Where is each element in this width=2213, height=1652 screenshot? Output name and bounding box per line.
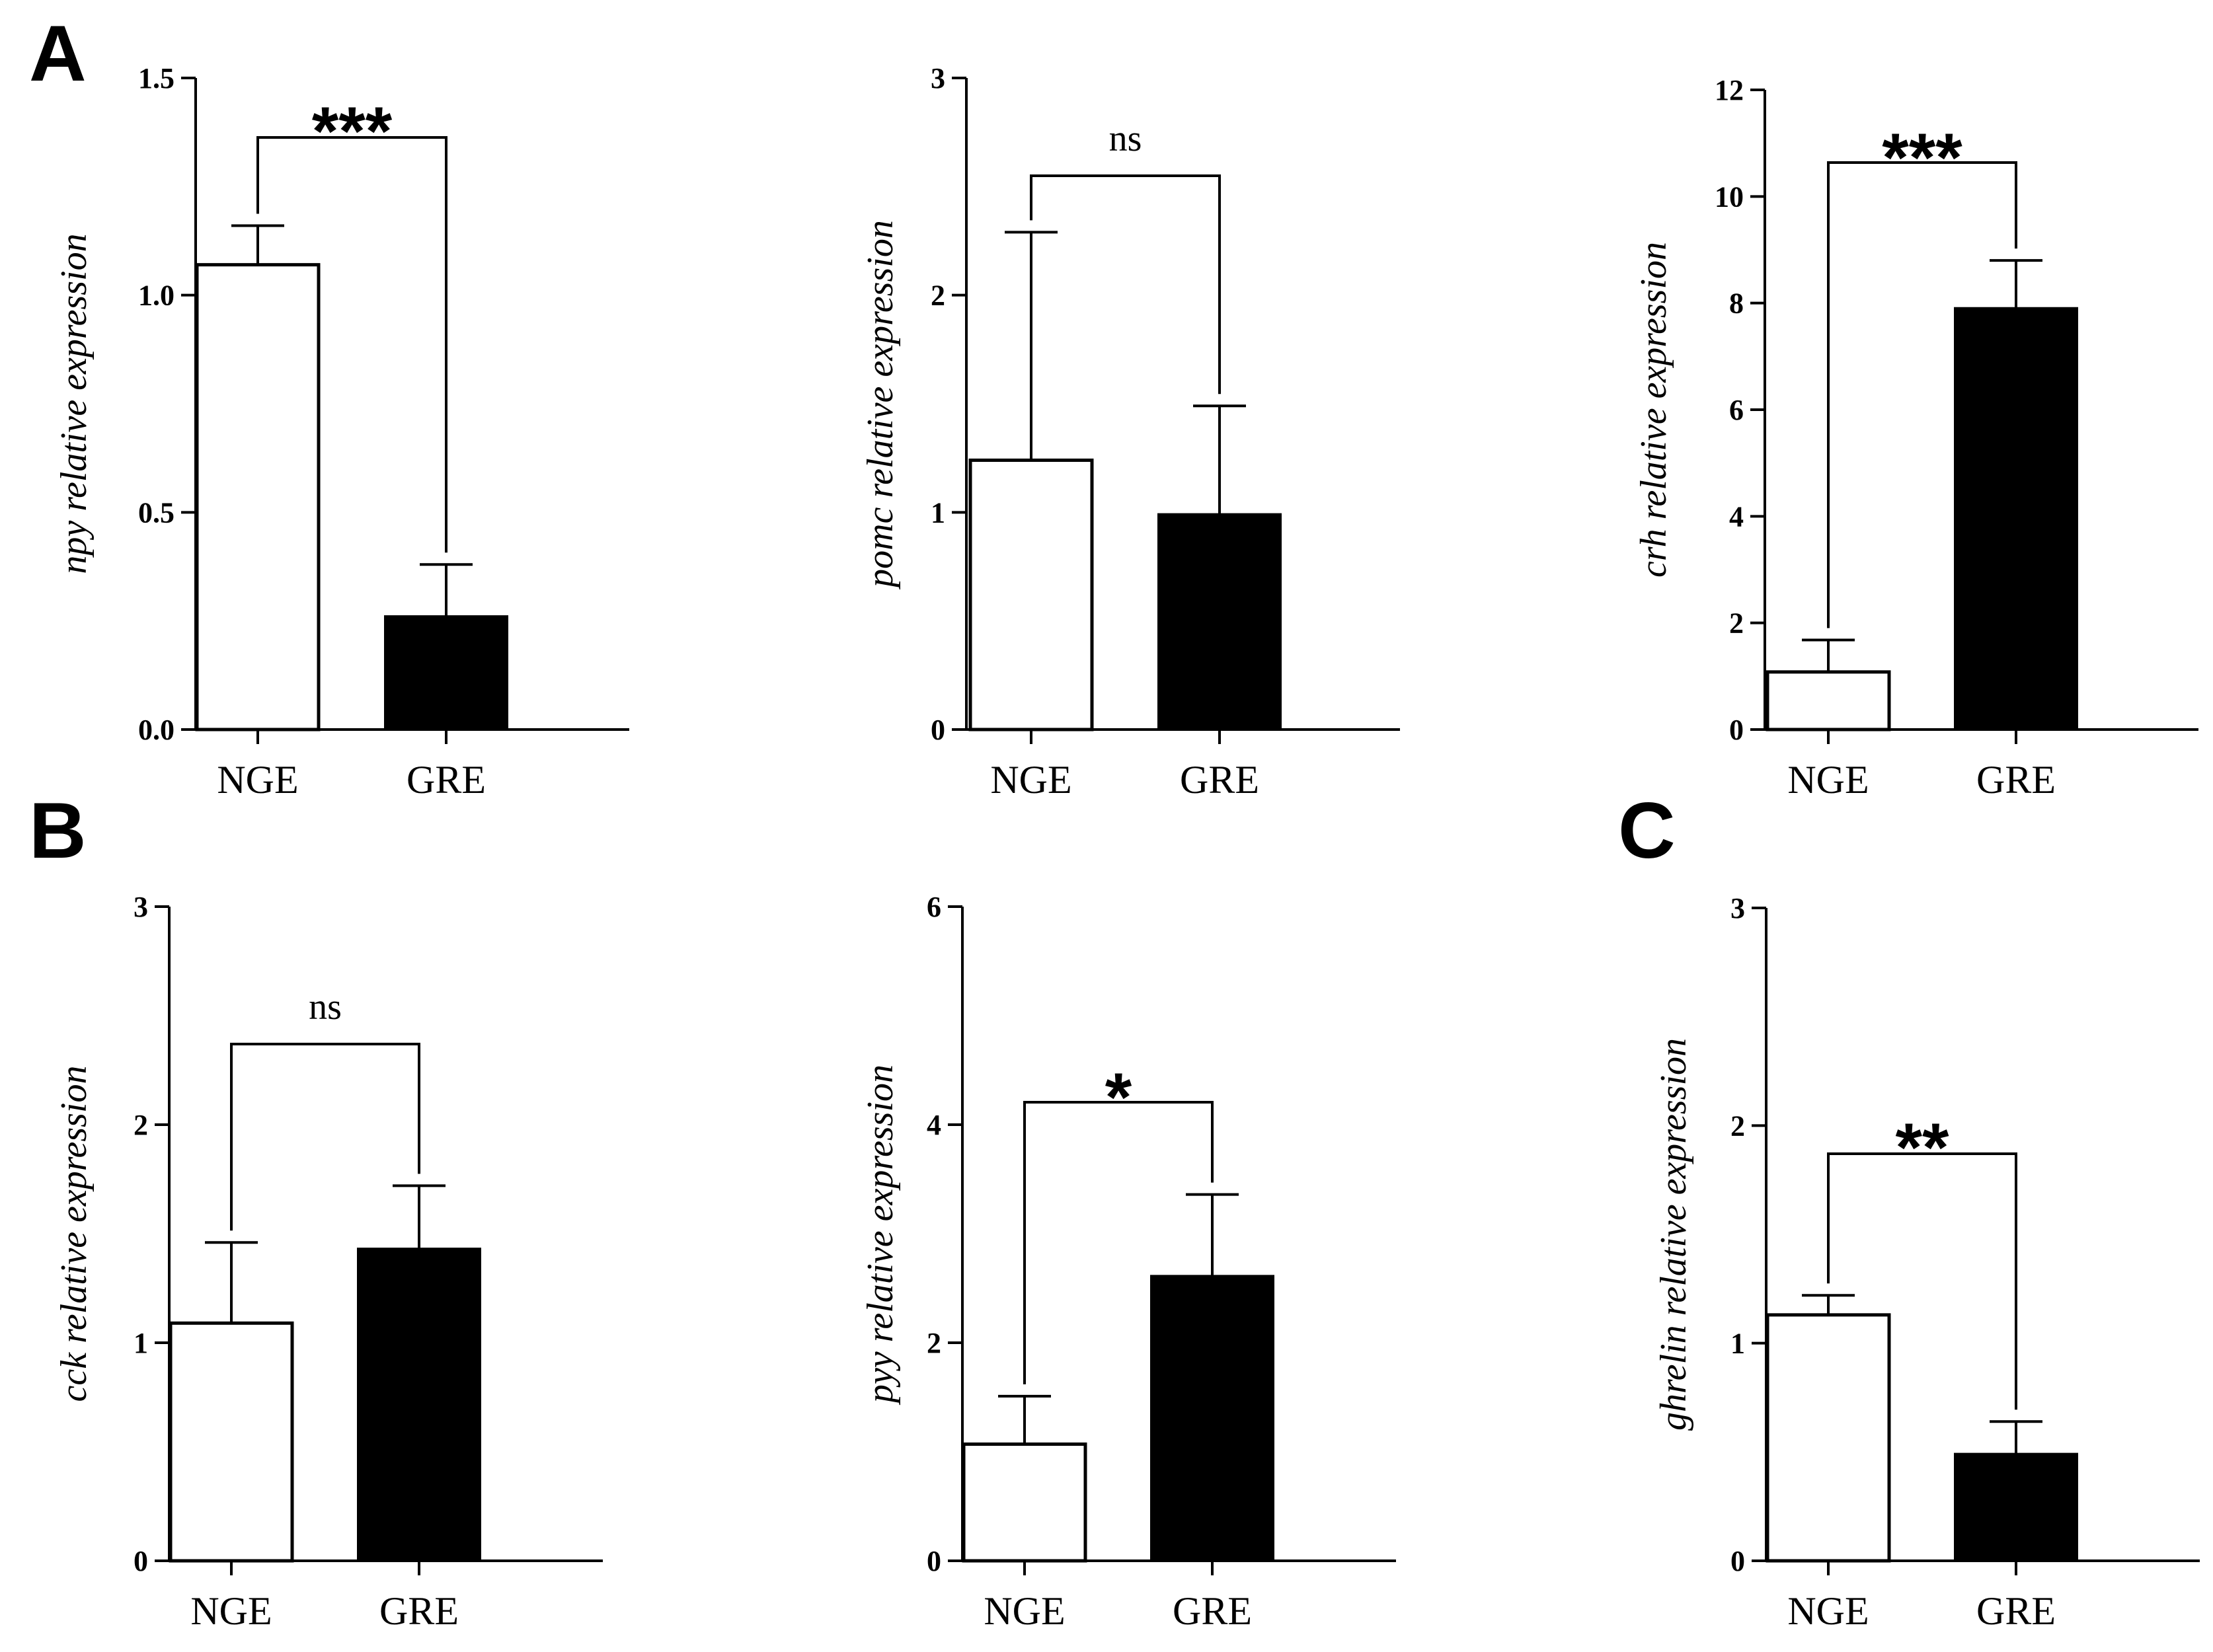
y-axis-title: ghrelin relative expression <box>1653 1038 1694 1431</box>
bar-gre <box>1954 1452 2078 1563</box>
significance-bracket <box>1030 174 1221 394</box>
significance-bracket <box>230 1043 420 1231</box>
y-tick-label: 0 <box>1729 714 1744 746</box>
y-tick-label: 1.5 <box>138 62 175 94</box>
category-label-gre: GRE <box>1976 758 2056 802</box>
y-tick-label: 2 <box>931 280 945 312</box>
y-tick-label: 10 <box>1715 180 1744 213</box>
panel-label-a: A <box>29 9 87 98</box>
y-tick-label: 2 <box>1730 1109 1745 1142</box>
y-axis-title: crh relative expression <box>1633 242 1674 578</box>
significance-label: ns <box>309 987 342 1028</box>
significance-label: *** <box>1882 120 1962 196</box>
bar-gre <box>357 1248 481 1562</box>
y-tick-label: 0 <box>1730 1545 1745 1577</box>
y-tick-label: 4 <box>927 1109 941 1141</box>
y-tick-label: 1 <box>1730 1328 1745 1360</box>
y-tick-label: 1 <box>134 1327 148 1359</box>
significance-label: *** <box>312 93 393 170</box>
y-tick-label: 2 <box>927 1327 941 1359</box>
y-tick-label: 2 <box>134 1109 148 1141</box>
category-label-nge: NGE <box>190 1589 272 1633</box>
y-tick-label: 4 <box>1729 500 1744 533</box>
y-axis-title: npy relative expression <box>54 233 95 574</box>
significance-label: * <box>1105 1059 1132 1136</box>
panel-label-c: C <box>1618 786 1676 875</box>
y-tick-label: 3 <box>931 62 945 94</box>
y-tick-label: 0 <box>931 714 945 746</box>
y-tick-label: 3 <box>134 891 148 923</box>
category-label-nge: NGE <box>984 1589 1065 1633</box>
bar-gre <box>1150 1275 1274 1562</box>
bar-nge <box>1766 1313 1891 1563</box>
category-label-nge: NGE <box>990 758 1071 802</box>
bar-nge <box>169 1321 294 1563</box>
significance-bracket <box>256 136 447 553</box>
y-tick-label: 8 <box>1729 287 1744 320</box>
y-tick-label: 0.5 <box>138 496 175 529</box>
bar-gre <box>384 615 508 731</box>
y-tick-label: 1 <box>931 496 945 529</box>
category-label-gre: GRE <box>379 1589 459 1633</box>
significance-label: ns <box>1109 118 1142 159</box>
chart-cck: 0 1 2 3 cck relative expression NGE GRE ns <box>54 891 603 1633</box>
y-axis-title: pyy relative expression <box>860 1065 901 1406</box>
chart-pyy: 0 2 4 6 pyy relative expression NGE GRE * <box>860 891 1396 1633</box>
y-tick-label: 2 <box>1729 607 1744 640</box>
y-tick-label: 12 <box>1715 74 1744 106</box>
bar-nge <box>962 1442 1087 1563</box>
y-tick-label: 6 <box>927 891 941 923</box>
chart-pomc: 0 1 2 3 pomc relative expression NGE GRE ns <box>860 62 1400 802</box>
significance-label: ** <box>1896 1109 1949 1186</box>
category-label-nge: NGE <box>1787 758 1869 802</box>
bar-gre <box>1157 513 1282 731</box>
y-tick-label: 0 <box>927 1545 941 1577</box>
significance-bracket <box>1827 161 2017 628</box>
bar-gre <box>1954 307 2078 731</box>
y-tick-label: 1.0 <box>138 280 175 312</box>
category-label-gre: GRE <box>407 758 486 802</box>
category-label-gre: GRE <box>1180 758 1259 802</box>
category-label-gre: GRE <box>1173 1589 1252 1633</box>
y-tick-label: 0 <box>134 1545 148 1577</box>
chart-npy: 0.0 0.5 1.0 1.5 npy relative expression NGE GR… <box>54 62 629 802</box>
chart-ghrelin: 0 1 2 3 ghrelin relative expression NGE GRE ** <box>1653 892 2200 1633</box>
category-label-nge: NGE <box>217 758 298 802</box>
significance-bracket <box>1023 1101 1214 1384</box>
y-tick-label: 3 <box>1730 892 1745 924</box>
y-tick-label: 0.0 <box>138 714 175 746</box>
significance-bracket <box>1827 1152 2017 1410</box>
bar-nge <box>195 263 321 732</box>
bar-nge <box>1766 670 1891 732</box>
bar-nge <box>968 458 1094 732</box>
y-axis-title: pomc relative expression <box>860 220 901 590</box>
category-label-gre: GRE <box>1976 1589 2056 1633</box>
chart-crh: 0 2 4 6 8 10 12 crh relative expression NGE GRE **… <box>1633 74 2198 802</box>
y-tick-label: 6 <box>1729 394 1744 426</box>
category-label-nge: NGE <box>1787 1589 1869 1633</box>
panel-label-b: B <box>29 786 87 875</box>
y-axis-title: cck relative expression <box>54 1066 95 1402</box>
